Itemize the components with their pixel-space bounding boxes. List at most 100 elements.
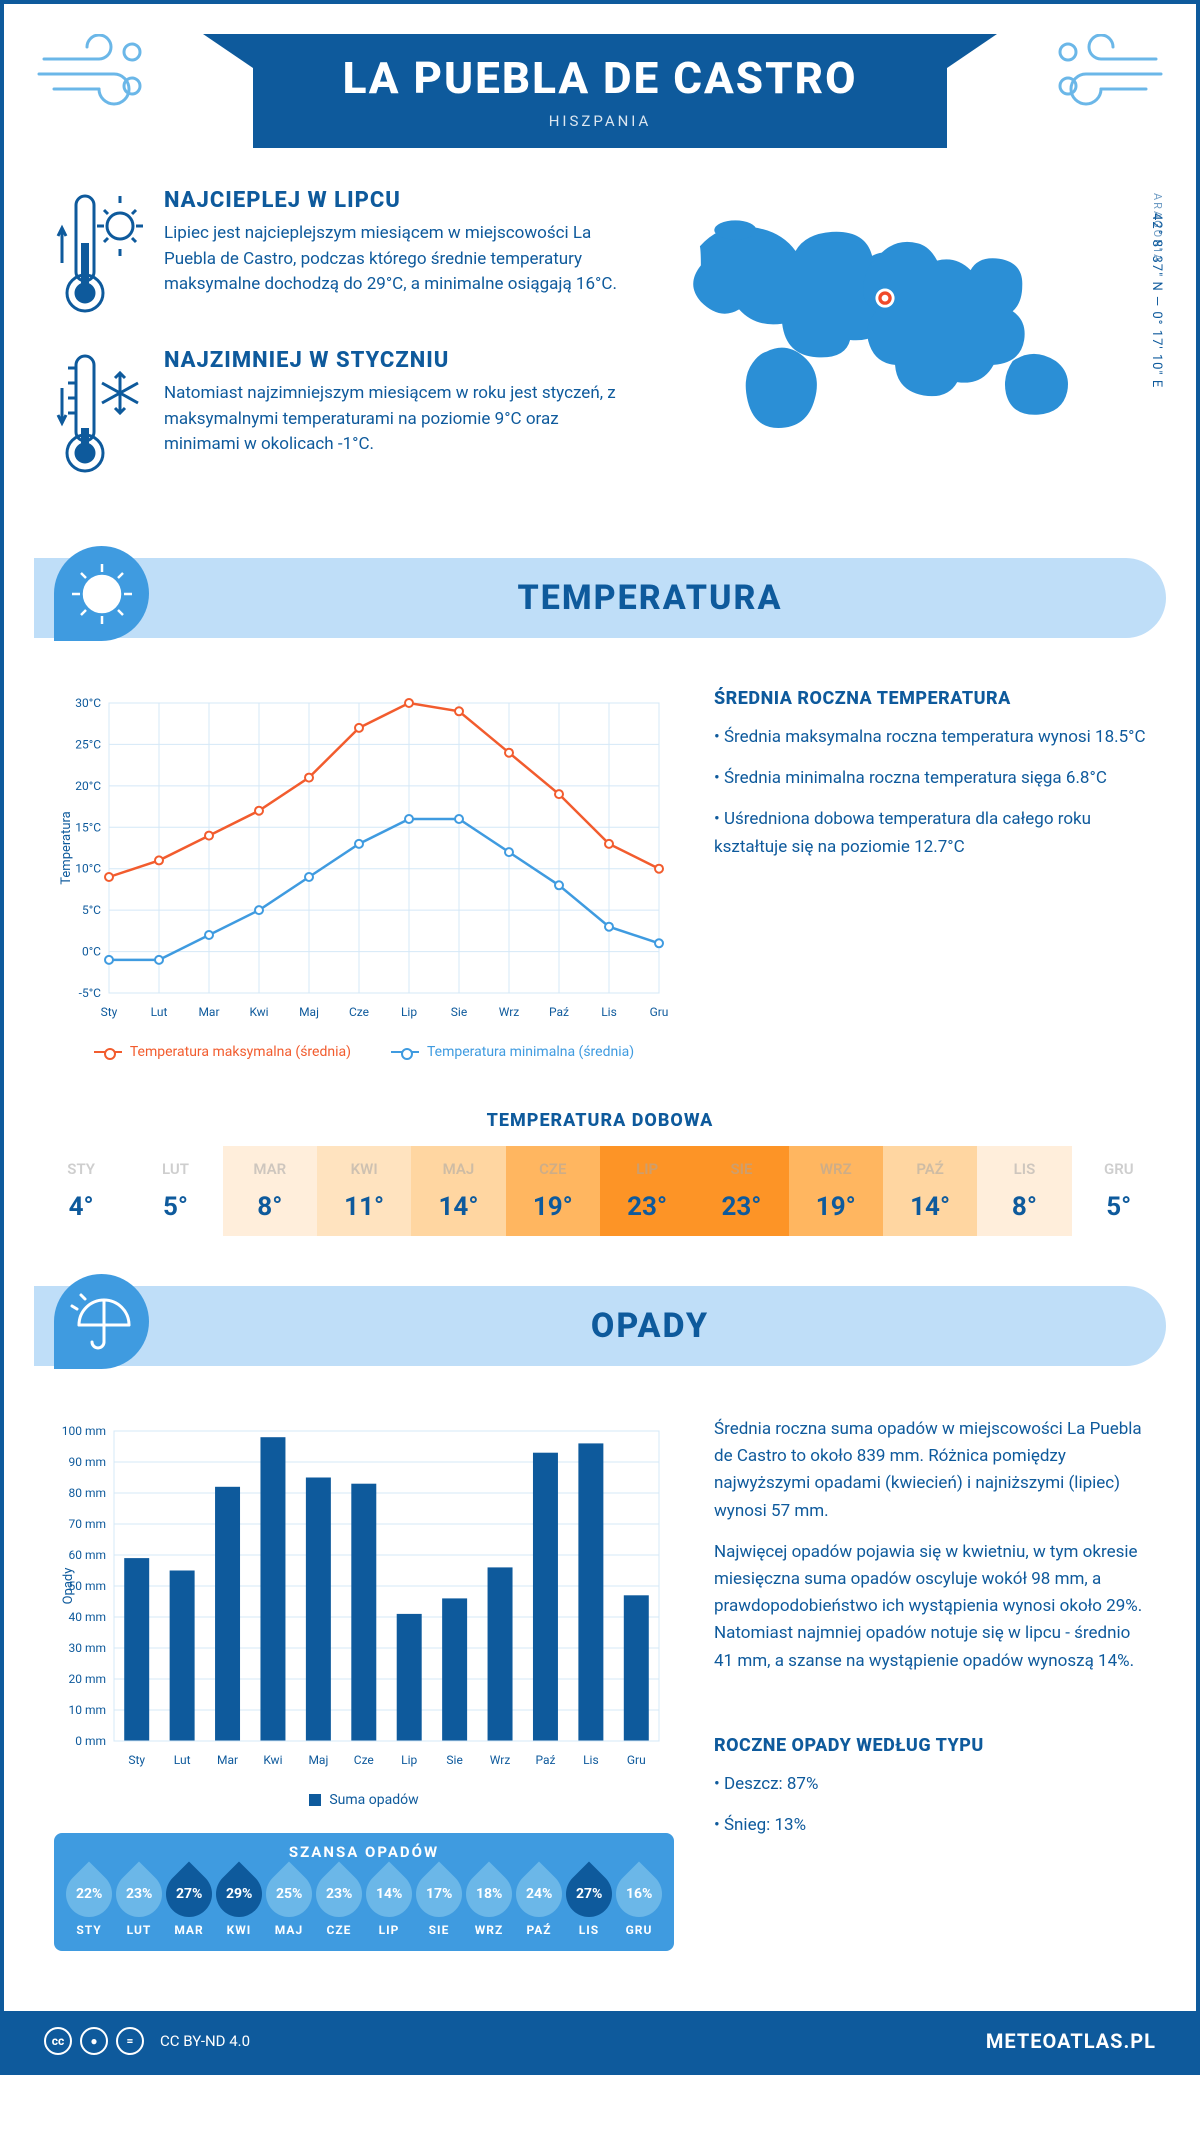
svg-text:Paź: Paź [549, 1005, 569, 1019]
daily-temp-cell: STY4° [34, 1146, 128, 1236]
intro-section: NAJCIEPLEJ W LIPCU Lipiec jest najcieple… [4, 148, 1196, 538]
svg-text:Temperatura: Temperatura [59, 811, 74, 884]
svg-text:Sty: Sty [101, 1005, 118, 1019]
svg-text:Wrz: Wrz [499, 1005, 520, 1019]
svg-text:20 mm: 20 mm [68, 1672, 106, 1686]
annual-temp-title: ŚREDNIA ROCZNA TEMPERATURA [714, 688, 1146, 709]
svg-text:Lip: Lip [401, 1753, 417, 1767]
svg-text:Lip: Lip [401, 1005, 417, 1019]
temperature-annual-summary: ŚREDNIA ROCZNA TEMPERATURA Średnia maksy… [714, 688, 1146, 1060]
thermometer-hot-icon [54, 188, 144, 318]
svg-text:Sty: Sty [128, 1753, 145, 1767]
daily-temp-title: TEMPERATURA DOBOWA [4, 1110, 1196, 1131]
location-marker-icon [875, 289, 894, 308]
svg-text:30 mm: 30 mm [68, 1641, 106, 1655]
coldest-title: NAJZIMNIEJ W STYCZNIU [164, 348, 636, 373]
svg-text:Kwi: Kwi [263, 1753, 282, 1767]
chance-cell: 17%SIE [416, 1871, 462, 1937]
precip-p1: Średnia roczna suma opadów w miejscowośc… [714, 1416, 1146, 1525]
sun-icon [54, 546, 149, 641]
coords-label: 42° 8' 37" N — 0° 17' 10" E [1149, 213, 1164, 388]
coldest-block: NAJZIMNIEJ W STYCZNIU Natomiast najzimni… [54, 348, 636, 478]
precip-p2: Najwięcej opadów pojawia się w kwietniu,… [714, 1539, 1146, 1675]
chance-cell: 27%MAR [166, 1871, 212, 1937]
by-icon: ● [80, 2027, 108, 2055]
svg-text:-5°C: -5°C [79, 986, 102, 1000]
svg-text:Maj: Maj [308, 1753, 328, 1767]
thermometer-cold-icon [54, 348, 144, 478]
temperature-section-header: TEMPERATURA [34, 558, 1166, 638]
svg-text:90 mm: 90 mm [68, 1455, 106, 1469]
coldest-text: Natomiast najzimniejszym miesiącem w rok… [164, 381, 636, 458]
svg-text:Lis: Lis [601, 1005, 617, 1019]
chance-cell: 25%MAJ [266, 1871, 312, 1937]
svg-text:Cze: Cze [354, 1753, 374, 1767]
svg-text:25°C: 25°C [75, 737, 101, 751]
daily-temp-cell: LIP23° [600, 1146, 694, 1236]
svg-text:Kwi: Kwi [249, 1005, 268, 1019]
svg-text:Gru: Gru [650, 1005, 669, 1019]
annual-temp-item: Średnia maksymalna roczna temperatura wy… [714, 724, 1146, 751]
svg-text:Sie: Sie [446, 1753, 462, 1767]
svg-text:40 mm: 40 mm [68, 1610, 106, 1624]
svg-text:20°C: 20°C [75, 779, 101, 793]
chance-cell: 23%LUT [116, 1871, 162, 1937]
precip-chance-strip: SZANSA OPADÓW 22%STY23%LUT27%MAR29%KWI25… [54, 1833, 674, 1951]
precip-type-title: ROCZNE OPADY WEDŁUG TYPU [714, 1735, 1146, 1756]
precip-title: OPADY [154, 1306, 1146, 1346]
nd-icon: = [116, 2027, 144, 2055]
cc-icon: cc [44, 2027, 72, 2055]
svg-text:Lut: Lut [174, 1753, 191, 1767]
daily-temp-cell: LIS8° [977, 1146, 1071, 1236]
warmest-title: NAJCIEPLEJ W LIPCU [164, 188, 636, 213]
svg-text:60 mm: 60 mm [68, 1548, 106, 1562]
umbrella-icon [54, 1274, 149, 1369]
svg-text:Maj: Maj [299, 1005, 319, 1019]
chance-cell: 29%KWI [216, 1871, 262, 1937]
precip-section-header: OPADY [34, 1286, 1166, 1366]
footer: cc ● = CC BY-ND 4.0 METEOATLAS.PL [4, 2011, 1196, 2071]
chance-cell: 27%LIS [566, 1871, 612, 1937]
city-name: LA PUEBLA DE CASTRO [343, 52, 858, 104]
title-banner: LA PUEBLA DE CASTRO HISZPANIA [253, 34, 948, 148]
license-text: CC BY-ND 4.0 [160, 2032, 250, 2050]
svg-text:Mar: Mar [217, 1753, 238, 1767]
precip-type-item: Śnieg: 13% [714, 1812, 1146, 1839]
header: LA PUEBLA DE CASTRO HISZPANIA [4, 4, 1196, 148]
daily-temp-cell: CZE19° [506, 1146, 600, 1236]
svg-text:5°C: 5°C [82, 903, 101, 917]
daily-temp-cell: SIE23° [694, 1146, 788, 1236]
svg-text:10°C: 10°C [75, 862, 101, 876]
svg-text:0 mm: 0 mm [75, 1734, 106, 1748]
precip-type-item: Deszcz: 87% [714, 1771, 1146, 1798]
precip-description: Średnia roczna suma opadów w miejscowośc… [714, 1416, 1146, 1951]
chance-cell: 23%CZE [316, 1871, 362, 1937]
svg-text:Gru: Gru [627, 1753, 646, 1767]
daily-temp-strip: STY4°LUT5°MAR8°KWI11°MAJ14°CZE19°LIP23°S… [4, 1146, 1196, 1266]
country-name: HISZPANIA [343, 112, 858, 140]
svg-text:10 mm: 10 mm [68, 1703, 106, 1717]
chance-cell: 24%PAŹ [516, 1871, 562, 1937]
chance-title: SZANSA OPADÓW [66, 1843, 662, 1861]
svg-text:0°C: 0°C [82, 945, 101, 959]
svg-text:Opady: Opady [61, 1568, 76, 1605]
daily-temp-cell: MAJ14° [411, 1146, 505, 1236]
annual-temp-item: Średnia minimalna roczna temperatura się… [714, 765, 1146, 792]
svg-text:80 mm: 80 mm [68, 1486, 106, 1500]
wind-icon [34, 34, 154, 114]
site-name: METEOATLAS.PL [986, 2029, 1156, 2053]
svg-text:30°C: 30°C [75, 696, 101, 710]
annual-temp-item: Uśredniona dobowa temperatura dla całego… [714, 806, 1146, 860]
svg-text:Paź: Paź [535, 1753, 555, 1767]
chance-cell: 16%GRU [616, 1871, 662, 1937]
world-map: ARAGONIA 42° 8' 37" N — 0° 17' 10" E [676, 188, 1146, 508]
daily-temp-cell: PAŹ14° [883, 1146, 977, 1236]
daily-temp-cell: LUT5° [128, 1146, 222, 1236]
daily-temp-cell: MAR8° [223, 1146, 317, 1236]
svg-text:Lis: Lis [583, 1753, 599, 1767]
temperature-title: TEMPERATURA [154, 578, 1146, 618]
svg-text:Lut: Lut [151, 1005, 168, 1019]
svg-text:Mar: Mar [198, 1005, 219, 1019]
svg-text:70 mm: 70 mm [68, 1517, 106, 1531]
warmest-text: Lipiec jest najcieplejszym miesiącem w m… [164, 221, 636, 298]
